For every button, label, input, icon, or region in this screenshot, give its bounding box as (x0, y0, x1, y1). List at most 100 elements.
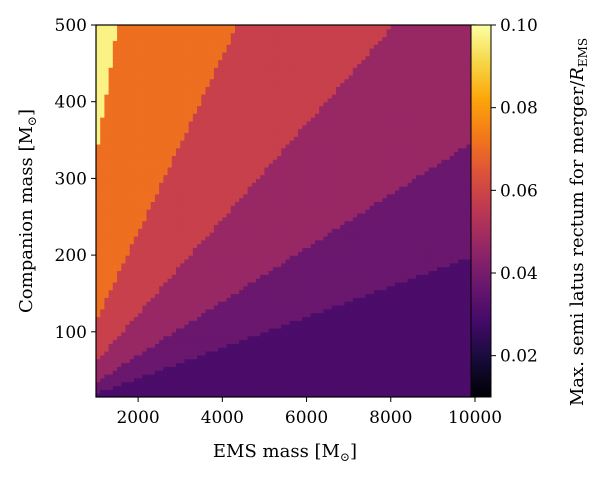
heatmap-cell (176, 55, 181, 61)
heatmap-cell (306, 354, 312, 360)
heatmap-cell (256, 274, 261, 279)
heatmap-cell (285, 370, 291, 375)
heatmap-cell (197, 113, 202, 118)
heatmap-cell (205, 132, 211, 137)
heatmap-cell (239, 324, 244, 329)
heatmap-cell (239, 132, 244, 137)
heatmap-cell (230, 205, 236, 210)
heatmap-cell (108, 362, 114, 367)
heatmap-cell (121, 28, 127, 34)
heatmap-cell (104, 166, 110, 172)
heatmap-cell (310, 393, 316, 397)
heatmap-cell (125, 377, 131, 383)
heatmap-cell (104, 48, 110, 53)
heatmap-cell (163, 350, 169, 356)
heatmap-cell (138, 51, 143, 57)
heatmap-cell (188, 308, 194, 314)
heatmap-cell (272, 132, 278, 137)
heatmap-cell (289, 262, 295, 268)
heatmap-cell (171, 212, 177, 218)
heatmap-cell (256, 362, 261, 367)
heatmap-cell (163, 327, 169, 333)
heatmap-cell (230, 350, 236, 356)
heatmap-cell (125, 136, 131, 141)
heatmap-cell (138, 205, 143, 210)
heatmap-cell (133, 251, 139, 256)
heatmap-cell (163, 339, 169, 344)
heatmap-cell (125, 293, 131, 298)
heatmap-cell (268, 170, 274, 176)
heatmap-cell (264, 40, 270, 45)
heatmap-cell (264, 113, 270, 118)
heatmap-cell (100, 350, 106, 356)
heatmap-cell (133, 320, 139, 325)
heatmap-cell (133, 55, 139, 61)
heatmap-cell (201, 159, 207, 164)
heatmap-cell (260, 32, 266, 38)
heatmap-cell (243, 308, 249, 314)
heatmap-cell (129, 163, 135, 168)
heatmap-cell (281, 362, 287, 367)
heatmap-cell (260, 327, 266, 333)
heatmap-cell (226, 251, 232, 256)
heatmap-cell (222, 393, 228, 397)
heatmap-cell (184, 205, 190, 210)
heatmap-cell (256, 285, 261, 291)
heatmap-cell (180, 350, 186, 356)
heatmap-cell (239, 343, 244, 348)
heatmap-cell (239, 186, 244, 191)
heatmap-cell (125, 362, 131, 367)
heatmap-cell (138, 78, 143, 84)
heatmap-cell (268, 243, 274, 249)
heatmap-cell (188, 285, 194, 291)
heatmap-cell (239, 170, 244, 176)
heatmap-cell (117, 343, 122, 348)
heatmap-cell (272, 381, 278, 387)
heatmap-cell (209, 335, 215, 341)
heatmap-cell (234, 117, 240, 122)
heatmap-cell (247, 385, 253, 390)
heatmap-cell (247, 278, 253, 283)
heatmap-cell (230, 182, 236, 187)
heatmap-cell (117, 389, 122, 394)
heatmap-cell (277, 235, 282, 241)
heatmap-cell (201, 373, 207, 379)
heatmap-cell (121, 63, 127, 68)
heatmap-cell (268, 140, 274, 145)
heatmap-cell (298, 36, 303, 41)
heatmap-cell (277, 55, 282, 61)
heatmap-cell (281, 32, 287, 38)
heatmap-cell (176, 377, 181, 383)
heatmap-cell (188, 289, 194, 295)
heatmap-cell (264, 251, 270, 256)
heatmap-cell (239, 40, 244, 45)
heatmap-cell (108, 312, 114, 318)
heatmap-cell (167, 94, 173, 99)
heatmap-cell (302, 224, 308, 229)
heatmap-cell (310, 201, 316, 206)
heatmap-cell (247, 109, 253, 114)
heatmap-cell (213, 44, 219, 49)
heatmap-cell (226, 193, 232, 199)
heatmap-cell (226, 377, 232, 383)
heatmap-cell (108, 209, 114, 214)
heatmap-cell (226, 113, 232, 118)
heatmap-cell (154, 239, 160, 245)
heatmap-cell (264, 281, 270, 287)
heatmap-cell (117, 335, 122, 341)
heatmap-cell (268, 281, 274, 287)
heatmap-cell (163, 48, 169, 53)
heatmap-cell (176, 220, 181, 226)
heatmap-cell (205, 124, 211, 130)
heatmap-cell (285, 136, 291, 141)
heatmap-cell (298, 166, 303, 172)
heatmap-cell (96, 55, 101, 61)
heatmap-cell (247, 370, 253, 375)
heatmap-cell (239, 228, 244, 233)
heatmap-cell (293, 166, 299, 172)
heatmap-cell (234, 174, 240, 180)
heatmap-cell (154, 385, 160, 390)
heatmap-cell (100, 159, 106, 164)
heatmap-cell (121, 197, 127, 203)
heatmap-cell (138, 358, 143, 364)
